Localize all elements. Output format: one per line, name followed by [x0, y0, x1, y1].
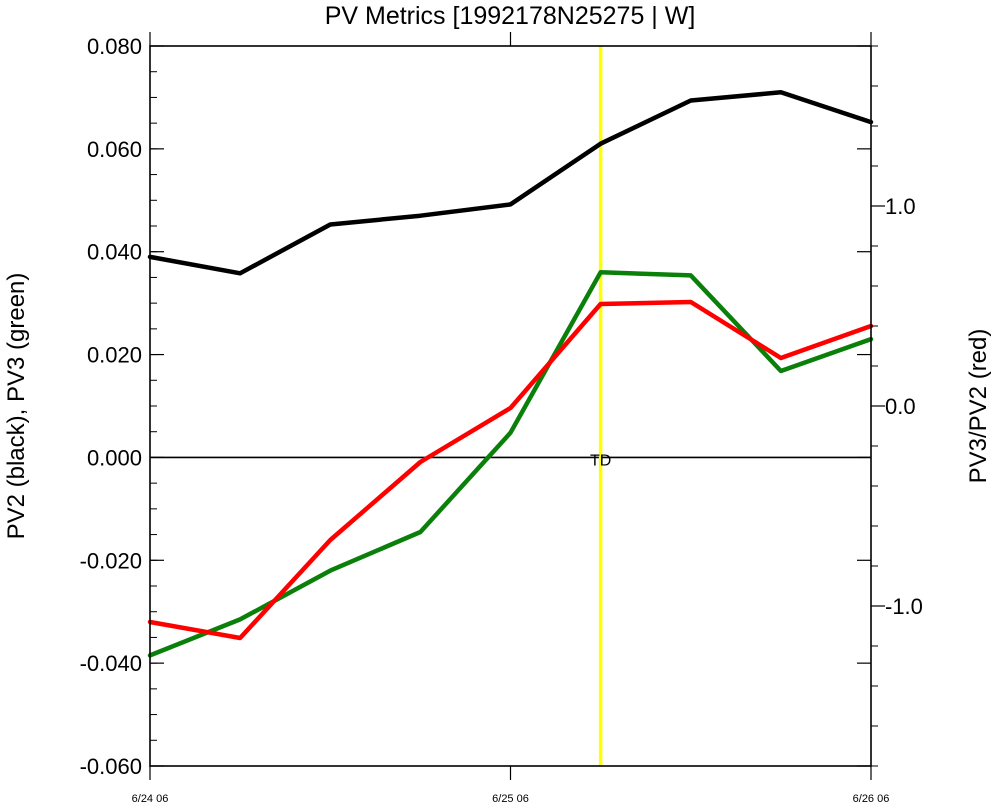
y-left-tick-label: 0.080: [87, 34, 142, 59]
y-left-tick-label: -0.020: [80, 548, 142, 573]
series-pv2-black: [147, 90, 874, 276]
x-tick-label: 6/26 06: [853, 793, 890, 805]
y-left-tick-label: -0.060: [80, 754, 142, 779]
y-left-tick-label: 0.040: [87, 240, 142, 265]
series-layer: [147, 90, 874, 658]
y-axis-left-label: PV2 (black), PV3 (green): [3, 273, 30, 540]
y-axis-right-label: PV3/PV2 (red): [965, 329, 992, 484]
series-ratio-red: [147, 299, 874, 641]
x-tick-label: 6/24 06: [132, 793, 169, 805]
y-left-tick-label: 0.020: [87, 343, 142, 368]
y-right-tick-label: -1.0: [885, 594, 923, 619]
ticks-layer: -0.060 -0.040 -0.020 0.000 0.020 0.040 0.060 0.…: [80, 32, 923, 805]
y-right-tick-label: 1.0: [885, 194, 916, 219]
y-left-tick-label: 0.000: [87, 445, 142, 470]
y-left-tick-label: 0.060: [87, 137, 142, 162]
y-right-tick-label: 0.0: [885, 394, 916, 419]
plot-area: TD: [147, 45, 874, 767]
x-tick-label: 6/25 06: [492, 793, 529, 805]
y-left-tick-label: -0.040: [80, 651, 142, 676]
series-pv3-green: [147, 270, 874, 658]
chart-title: PV Metrics [1992178N25275 | W]: [325, 2, 696, 30]
annotation-td: TD: [590, 452, 611, 469]
